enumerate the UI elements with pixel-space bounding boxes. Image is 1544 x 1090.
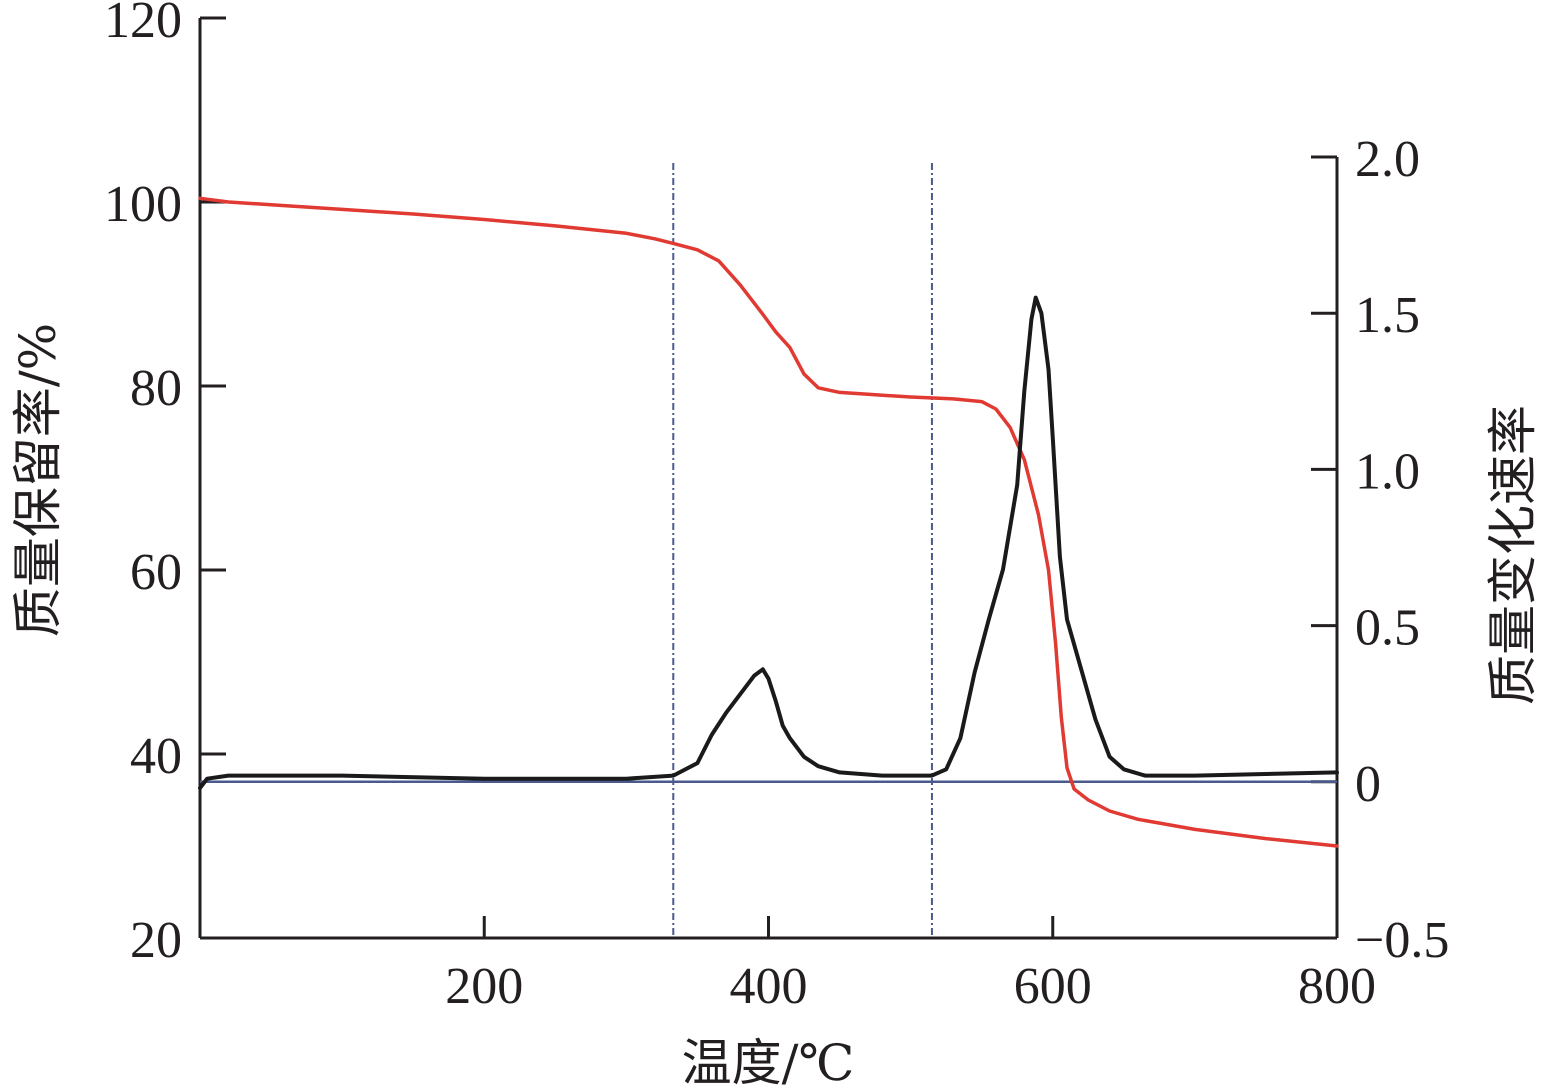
y-left-tick-label: 120 bbox=[104, 0, 182, 49]
x-tick-label: 200 bbox=[445, 958, 523, 1015]
x-tick-label: 600 bbox=[1014, 958, 1092, 1015]
y-left-tick-label: 80 bbox=[130, 360, 182, 417]
y-left-axis-label: 质量保留率/% bbox=[9, 323, 67, 637]
y-right-tick-label: 2.0 bbox=[1355, 131, 1420, 188]
y-left-tick-label: 100 bbox=[104, 176, 182, 233]
y-right-tick-label: −0.5 bbox=[1355, 912, 1449, 969]
x-axis-label: 温度/℃ bbox=[682, 1034, 855, 1090]
axes bbox=[198, 16, 1339, 940]
series-layer bbox=[198, 196, 1339, 848]
y-right-axis-label: 质量变化速率 bbox=[1484, 405, 1542, 705]
x-tick-label: 800 bbox=[1298, 958, 1376, 1015]
y-right-tick-label: 1.0 bbox=[1355, 443, 1420, 500]
reference-lines bbox=[200, 163, 1337, 938]
tick-labels: 200 400 600 800 20 40 60 80 100 120 −0.5 0 0.5 1.0 1.5… bbox=[104, 0, 1449, 1015]
y-left-tick-label: 60 bbox=[130, 544, 182, 601]
y-right-tick-label: 0 bbox=[1355, 756, 1381, 813]
y-right-tick-label: 1.5 bbox=[1355, 287, 1420, 344]
mass-change-rate-line bbox=[198, 295, 1339, 790]
y-right-tick-label: 0.5 bbox=[1355, 600, 1420, 657]
y-left-tick-label: 40 bbox=[130, 728, 182, 785]
x-tick-label: 400 bbox=[730, 958, 808, 1015]
mass-retention-line bbox=[198, 196, 1339, 848]
y-left-tick-label: 20 bbox=[130, 912, 182, 969]
